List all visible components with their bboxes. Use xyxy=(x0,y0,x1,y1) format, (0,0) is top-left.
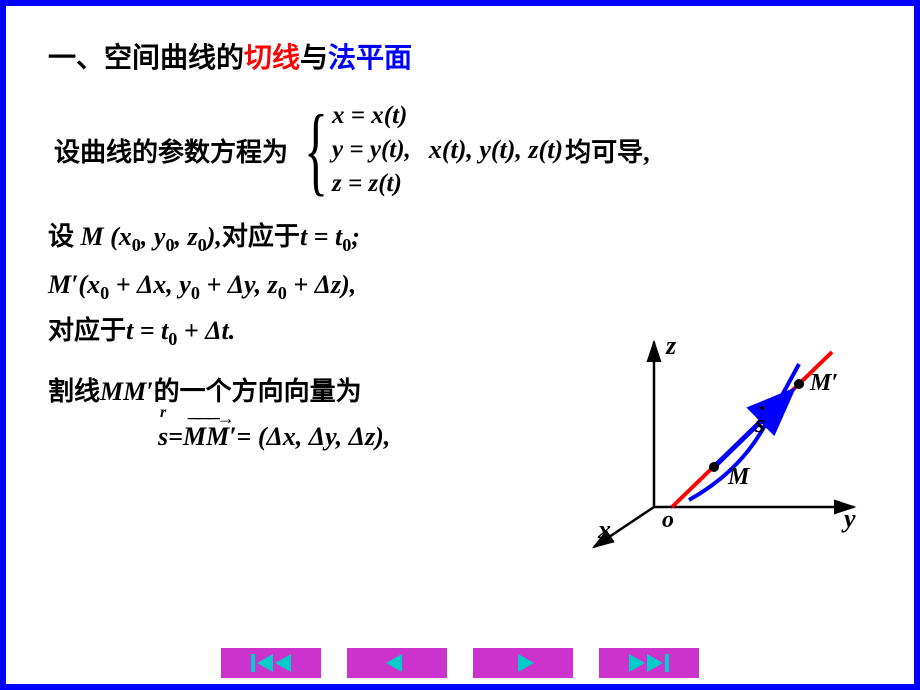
l4-p2: t = t xyxy=(126,316,168,345)
s-vector xyxy=(714,394,789,467)
l3-p1: M′(x xyxy=(48,270,100,299)
next-icon xyxy=(508,654,538,672)
l2-p4: , z xyxy=(175,222,198,251)
vector-mm: ───→ MM′ xyxy=(183,422,237,452)
point-m-dot xyxy=(709,462,719,472)
l3-p4: + Δz), xyxy=(287,270,356,299)
y-label: y xyxy=(841,504,856,533)
slide: 一、空间曲线的切线与法平面 设曲线的参数方程为 { x = x(t) y = y… xyxy=(0,0,920,690)
l2-p7: t = t xyxy=(300,222,342,251)
param-equation-line: 设曲线的参数方程为 { x = x(t) y = y(t), z = z(t) … xyxy=(54,102,876,198)
l6-rest: = (Δx, Δy, Δz), xyxy=(237,422,391,452)
param-prefix: 设曲线的参数方程为 xyxy=(54,132,288,169)
nav-last-button[interactable] xyxy=(599,648,699,678)
prev-icon xyxy=(382,654,412,672)
l2-p3: , y xyxy=(141,222,166,251)
l3-s1: 0 xyxy=(100,283,109,303)
l3-p2: + Δx, y xyxy=(109,270,191,299)
coordinate-diagram: z y x o M M′ s xyxy=(574,332,874,552)
l4-p3: + Δt. xyxy=(177,316,235,345)
vector-s: r s xyxy=(158,422,168,452)
eq-z: z = z(t) xyxy=(332,170,411,198)
last-icon xyxy=(629,654,669,672)
m-label: M xyxy=(727,464,751,490)
title-mid: 与 xyxy=(300,43,328,74)
l2-p1: 设 xyxy=(48,222,74,251)
point-mprime-line: M′(x0 + Δx, y0 + Δy, z0 + Δz), xyxy=(48,270,876,304)
s-label: s xyxy=(754,409,765,438)
brace-equations: x = x(t) y = y(t), z = z(t) xyxy=(332,102,411,198)
l4-s1: 0 xyxy=(168,330,177,350)
nav-next-button[interactable] xyxy=(473,648,573,678)
nav-bar xyxy=(6,648,914,678)
l2-p2: M (x xyxy=(81,222,132,251)
l2-p5: ), xyxy=(207,222,222,251)
mprime-label: M′ xyxy=(809,370,838,396)
l2-s4: 0 xyxy=(342,235,351,255)
point-m-line: 设 M (x0, y0, z0),对应于t = t0; xyxy=(48,216,876,256)
first-icon xyxy=(251,654,291,672)
title-prefix: 一、空间曲线的 xyxy=(48,43,244,74)
l5-p3: 的一个方向向量为 xyxy=(154,377,362,406)
suffix-diff: 均可导, xyxy=(565,132,650,169)
vec-s-letter: s xyxy=(158,422,168,451)
title-blue: 法平面 xyxy=(328,43,412,74)
l3-p3: + Δy, z xyxy=(200,270,278,299)
point-mprime-dot xyxy=(794,379,804,389)
l2-p8: ; xyxy=(351,222,360,251)
l6-eq1: = xyxy=(168,422,183,452)
l5-p2: MM′ xyxy=(100,377,154,406)
l3-s3: 0 xyxy=(278,283,287,303)
l2-p6: 对应于 xyxy=(222,222,300,251)
l2-s2: 0 xyxy=(165,235,174,255)
suffix-funcs: x(t), y(t), z(t) xyxy=(429,135,563,165)
brace-block: { x = x(t) y = y(t), z = z(t) xyxy=(292,102,411,198)
eq-x: x = x(t) xyxy=(332,102,411,130)
o-label: o xyxy=(662,507,674,533)
title-red: 切线 xyxy=(244,43,300,74)
eq-y: y = y(t), xyxy=(332,136,411,164)
nav-prev-button[interactable] xyxy=(347,648,447,678)
x-label: x xyxy=(597,515,611,544)
z-label: z xyxy=(665,332,677,360)
l3-s2: 0 xyxy=(191,283,200,303)
nav-first-button[interactable] xyxy=(221,648,321,678)
l2-s3: 0 xyxy=(198,235,207,255)
l5-p1: 割线 xyxy=(48,377,100,406)
left-brace: { xyxy=(304,110,328,190)
l2-s1: 0 xyxy=(132,235,141,255)
title: 一、空间曲线的切线与法平面 xyxy=(48,36,876,76)
s-dot xyxy=(760,406,764,410)
l4-p1: 对应于 xyxy=(48,316,126,345)
